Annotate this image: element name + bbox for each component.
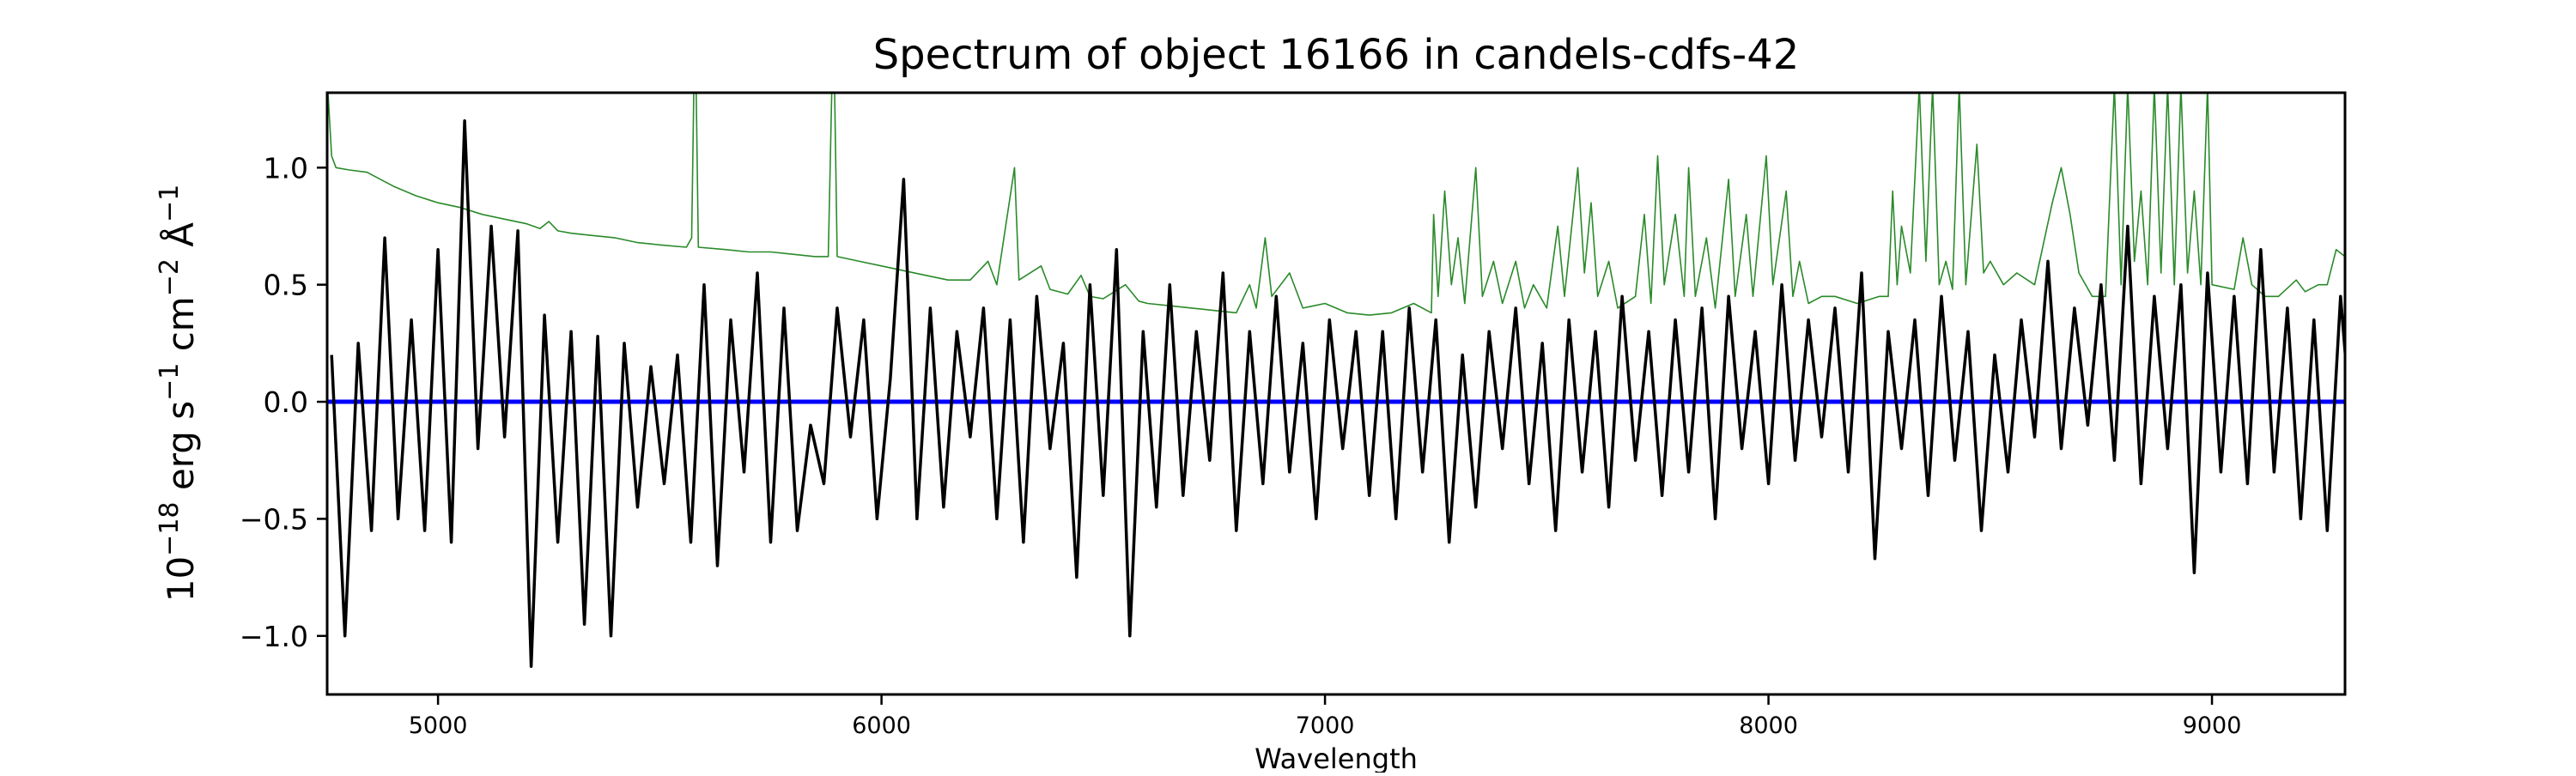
y-tick-label: −1.0 — [240, 620, 308, 653]
x-axis: 5000 6000 7000 8000 9000 — [409, 694, 2242, 739]
axes-frame — [325, 91, 2347, 696]
x-tick-label: 6000 — [852, 712, 911, 739]
y-axis-label: 10−18 erg s−1 cm−2 Å−1 — [155, 185, 202, 603]
y-tick-label: 0.0 — [264, 385, 308, 419]
y-label-unit3: Å — [159, 222, 202, 258]
y-label-base: 10 — [160, 556, 202, 602]
x-tick-label: 9000 — [2183, 712, 2242, 739]
y-label-exp4: −1 — [155, 185, 185, 222]
y-label-exp1: −18 — [155, 502, 185, 556]
y-label-exp3: −2 — [155, 258, 185, 296]
y-label-unit2: cm — [160, 296, 202, 362]
y-label-unit1: erg s — [160, 401, 202, 502]
series-flux-line — [330, 118, 2345, 669]
plot-area — [327, 93, 2345, 669]
y-tick-label: 0.5 — [264, 269, 308, 302]
series-model-line — [327, 93, 2345, 316]
x-tick-label: 5000 — [409, 712, 468, 739]
y-label-exp2: −1 — [155, 363, 185, 401]
y-tick-label: −0.5 — [240, 502, 308, 536]
x-tick-label: 8000 — [1739, 712, 1798, 739]
y-tick-label: 1.0 — [264, 151, 308, 185]
y-axis: −1.0 −0.5 0.0 0.5 1.0 — [240, 151, 327, 653]
chart-title: Spectrum of object 16166 in candels-cdfs… — [873, 31, 1800, 79]
x-axis-label: Wavelength — [1255, 743, 1418, 773]
x-tick-label: 7000 — [1296, 712, 1355, 739]
